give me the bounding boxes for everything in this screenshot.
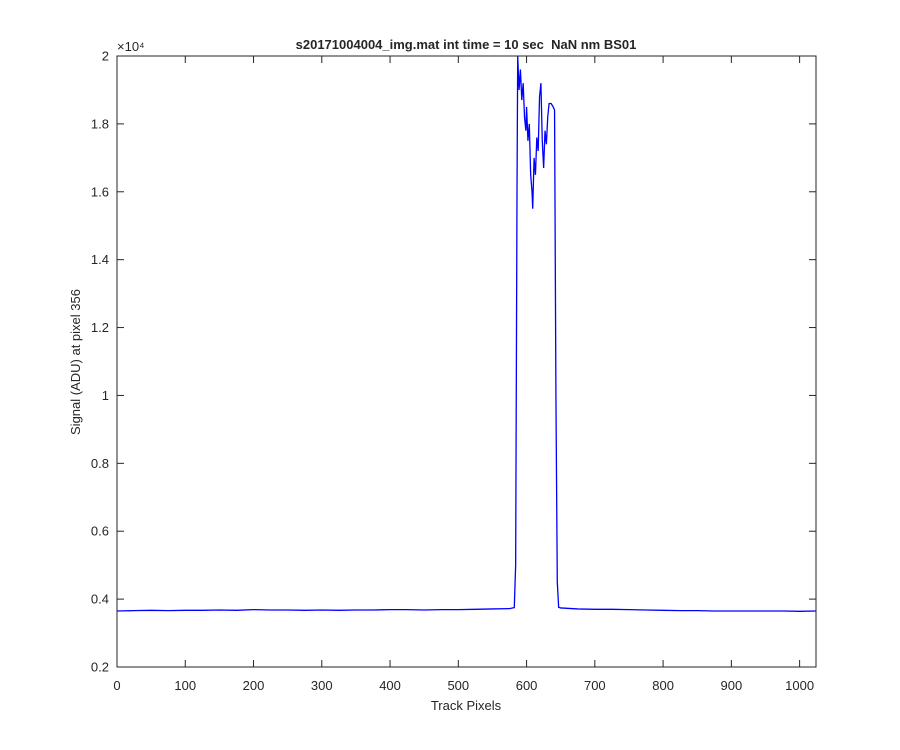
- y-tick-label: 1.4: [91, 252, 109, 267]
- x-tick-label: 900: [721, 678, 743, 693]
- x-tick-label: 100: [174, 678, 196, 693]
- y-tick-label: 1.8: [91, 116, 109, 131]
- y-tick-label: 1.6: [91, 184, 109, 199]
- x-tick-label: 300: [311, 678, 333, 693]
- y-tick-label: 0.8: [91, 456, 109, 471]
- y-exponent-label: ×10⁴: [117, 39, 145, 54]
- x-tick-label: 700: [584, 678, 606, 693]
- y-tick-label: 0.6: [91, 524, 109, 539]
- axes-box: [116, 55, 817, 668]
- x-tick-label: 600: [516, 678, 538, 693]
- x-tick-label: 800: [652, 678, 674, 693]
- x-axis-label: Track Pixels: [431, 698, 502, 713]
- x-tick-label: 0: [113, 678, 120, 693]
- x-tick-label: 200: [243, 678, 265, 693]
- x-tick-label: 1000: [785, 678, 814, 693]
- x-tick-label: 500: [447, 678, 469, 693]
- y-tick-label: 1: [102, 388, 109, 403]
- y-tick-label: 2: [102, 49, 109, 64]
- x-tick-label: 400: [379, 678, 401, 693]
- y-axis-label: Signal (ADU) at pixel 356: [68, 289, 83, 435]
- y-tick-label: 0.4: [91, 592, 109, 607]
- data-line: [116, 55, 817, 612]
- y-tick-label: 1.2: [91, 320, 109, 335]
- y-tick-label: 0.2: [91, 660, 109, 675]
- chart-title: s20171004004_img.mat int time = 10 sec N…: [296, 37, 637, 52]
